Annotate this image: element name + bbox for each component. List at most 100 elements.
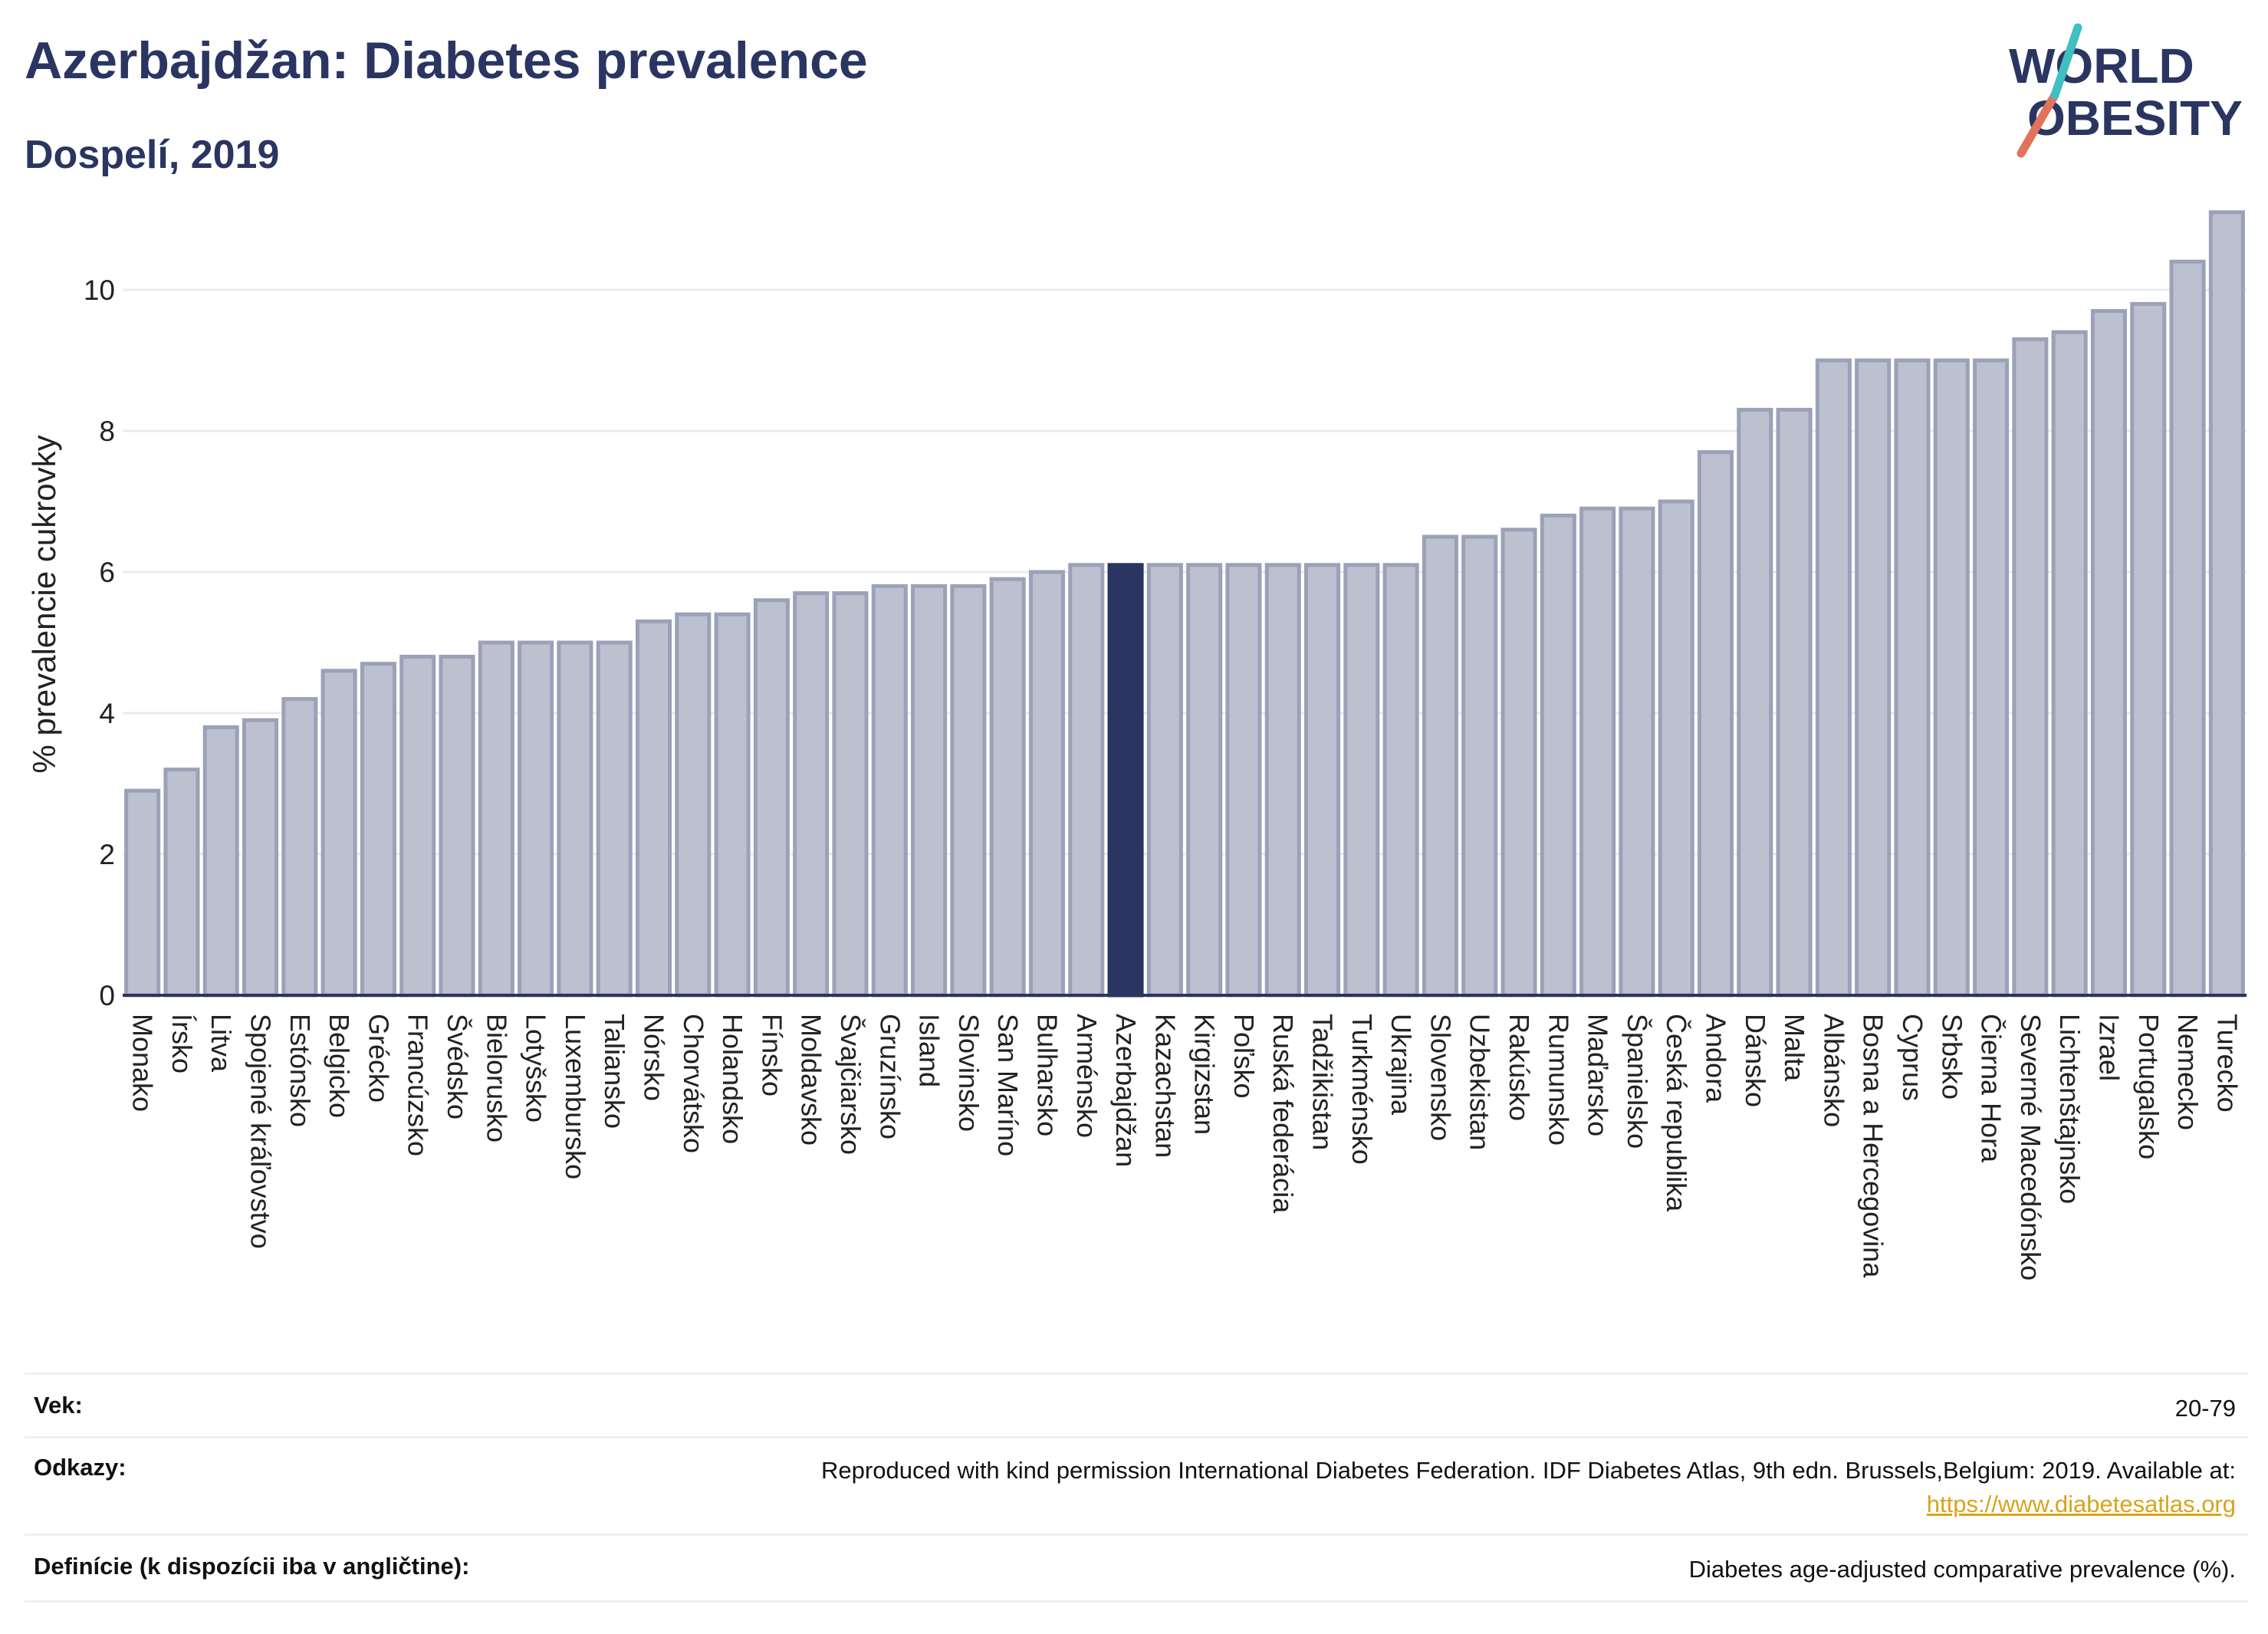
bar[interactable] xyxy=(478,640,514,998)
bar[interactable] xyxy=(793,591,830,998)
x-tick-label: Island xyxy=(914,1014,945,1087)
bar[interactable] xyxy=(1186,563,1223,998)
bar[interactable] xyxy=(596,640,633,998)
bar[interactable] xyxy=(320,669,357,998)
bar[interactable] xyxy=(2051,330,2088,998)
bar[interactable] xyxy=(202,725,239,998)
x-tick-label: Grécko xyxy=(363,1014,394,1103)
bar[interactable] xyxy=(242,718,279,998)
bar[interactable] xyxy=(635,619,672,998)
x-tick-label: Nemecko xyxy=(2172,1014,2204,1130)
bar[interactable] xyxy=(1146,563,1183,998)
bar[interactable] xyxy=(1973,358,2010,998)
y-tick-label: 0 xyxy=(99,980,115,1011)
y-tick-label: 2 xyxy=(99,839,115,870)
x-tick-label: San Maríno xyxy=(992,1014,1024,1156)
bar[interactable] xyxy=(989,577,1026,998)
y-axis-label: % prevalencie cukrovky xyxy=(26,435,62,773)
bar[interactable] xyxy=(2012,337,2049,998)
bar[interactable] xyxy=(1264,563,1301,998)
x-tick-label: Andora xyxy=(1701,1014,1732,1103)
x-tick-labels: Monako Írsko Litva Spojené kráľovstvo Estóns… xyxy=(127,1014,2243,1281)
bar[interactable] xyxy=(360,662,396,998)
bar-chart: 0 2 4 6 8 10 Monako Írsko Litva Spojené kráľovst… xyxy=(26,210,2247,1281)
bar[interactable] xyxy=(1343,563,1380,998)
x-tick-label: Španielsko xyxy=(1622,1014,1653,1149)
bar[interactable] xyxy=(1658,499,1694,998)
bar[interactable] xyxy=(1028,570,1065,998)
x-tick-label: Fínsko xyxy=(756,1014,787,1096)
x-tick-label: Srbsko xyxy=(1936,1014,1967,1100)
logo-slash-red xyxy=(2017,90,2059,158)
x-tick-label: Gruzínsko xyxy=(874,1014,906,1139)
x-tick-label: Rumunsko xyxy=(1543,1014,1574,1146)
x-tick-label: Švédsko xyxy=(442,1014,473,1119)
x-tick-label: Estónsko xyxy=(284,1014,316,1127)
x-tick-label: Chorvátsko xyxy=(678,1014,709,1153)
axes: 0 2 4 6 8 10 xyxy=(84,275,2247,1011)
bar[interactable] xyxy=(1894,358,1931,998)
x-tick-label: Írsko xyxy=(166,1014,198,1073)
bar[interactable] xyxy=(911,584,948,998)
x-tick-label: Turecko xyxy=(2211,1014,2243,1113)
x-tick-label: Cyprus xyxy=(1897,1014,1928,1101)
x-tick-label: Dánsko xyxy=(1740,1014,1771,1107)
bar[interactable] xyxy=(399,654,436,998)
bar[interactable] xyxy=(2130,301,2167,998)
bar[interactable] xyxy=(675,612,712,998)
bar[interactable] xyxy=(1500,528,1537,998)
bar[interactable] xyxy=(1815,358,1852,998)
bar[interactable] xyxy=(439,654,475,998)
x-tick-label: Albánsko xyxy=(1818,1014,1849,1127)
x-tick-label: Francúzsko xyxy=(403,1014,434,1156)
bar[interactable] xyxy=(832,591,869,998)
x-tick-label: Luxembursko xyxy=(560,1014,591,1179)
bar[interactable] xyxy=(1619,506,1655,998)
bar[interactable] xyxy=(163,768,200,998)
x-tick-label: Monako xyxy=(127,1014,159,1112)
bar-highlighted[interactable] xyxy=(1107,563,1144,998)
y-tick-label: 10 xyxy=(84,275,115,306)
x-tick-label: Nórsko xyxy=(639,1014,670,1101)
bar[interactable] xyxy=(518,640,554,998)
x-tick-label: Tadžikistan xyxy=(1307,1014,1339,1150)
references-text: Reproduced with kind permission Internat… xyxy=(821,1457,2236,1484)
bar[interactable] xyxy=(1068,563,1105,998)
bar[interactable] xyxy=(557,640,593,998)
bar[interactable] xyxy=(1382,563,1419,998)
bar[interactable] xyxy=(1540,513,1576,998)
bar[interactable] xyxy=(1304,563,1341,998)
bar[interactable] xyxy=(753,598,790,998)
x-tick-label: Belgicko xyxy=(324,1014,355,1118)
bar[interactable] xyxy=(1579,506,1616,998)
bar[interactable] xyxy=(714,612,751,998)
bar[interactable] xyxy=(1697,450,1734,998)
bar[interactable] xyxy=(2169,259,2206,998)
x-tick-label: Lichtenštajnsko xyxy=(2054,1014,2086,1204)
bar[interactable] xyxy=(2208,210,2245,998)
bar[interactable] xyxy=(1461,534,1498,998)
x-tick-label: Arménsko xyxy=(1071,1014,1103,1138)
bar[interactable] xyxy=(1422,534,1458,998)
bar[interactable] xyxy=(1225,563,1262,998)
x-tick-label: Litva xyxy=(205,1014,237,1073)
logo-line2: OBESITY xyxy=(2027,90,2243,146)
x-tick-label: Holandsko xyxy=(717,1014,748,1144)
bar[interactable] xyxy=(950,584,987,998)
y-tick-label: 4 xyxy=(99,698,115,729)
bar[interactable] xyxy=(124,788,161,998)
bar[interactable] xyxy=(1737,407,1773,998)
x-tick-label: Severné Macedónsko xyxy=(2015,1014,2046,1281)
bar[interactable] xyxy=(2090,309,2127,998)
bar[interactable] xyxy=(871,584,908,998)
bar[interactable] xyxy=(1933,358,1970,998)
references-link[interactable]: https://www.diabetesatlas.org xyxy=(1926,1491,2236,1517)
bar[interactable] xyxy=(281,697,318,998)
definition-value: Diabetes age-adjusted comparative preval… xyxy=(1688,1556,2236,1583)
logo-line1: WORLD xyxy=(2009,38,2194,94)
bar[interactable] xyxy=(1855,358,1892,998)
bars xyxy=(124,210,2245,998)
x-tick-label: Bielorusko xyxy=(481,1014,512,1142)
x-tick-label: Slovensko xyxy=(1425,1014,1456,1141)
bar[interactable] xyxy=(1776,407,1813,998)
